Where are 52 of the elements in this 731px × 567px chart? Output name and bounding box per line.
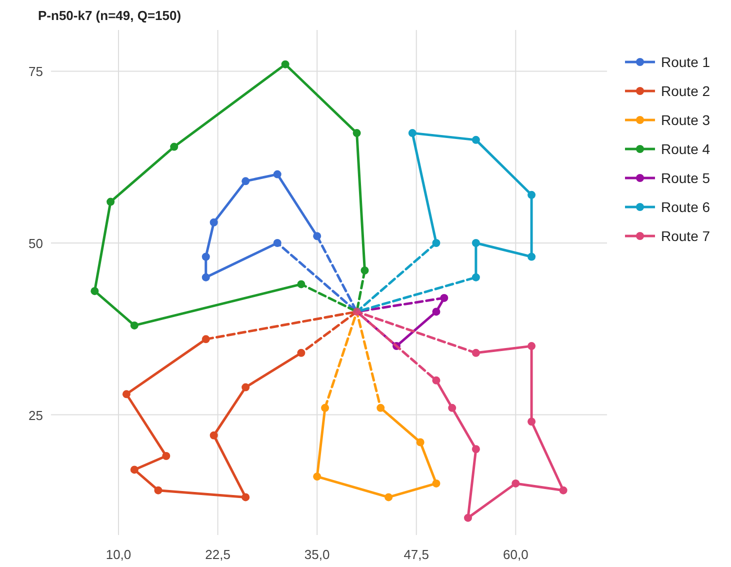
point [210,218,218,226]
legend-label: Route 1 [661,54,710,70]
point [528,342,536,350]
point [202,252,210,261]
point [242,177,250,186]
legend-label: Route 4 [661,141,710,157]
point [90,287,99,296]
x-tick-label: 60,0 [503,547,528,562]
point [448,404,456,412]
point [472,136,480,144]
y-tick-label: 75 [28,64,43,80]
point [242,383,250,392]
point [106,198,115,206]
legend-label: Route 2 [661,83,710,99]
legend-label: Route 7 [661,228,710,244]
point [130,466,138,474]
point [122,390,130,398]
point [313,472,322,481]
legend-label: Route 5 [661,170,710,186]
point [528,252,536,261]
point [528,418,536,426]
point [242,493,250,502]
point [416,438,424,446]
y-tick-label: 50 [28,236,43,251]
x-tick-label: 22,5 [205,547,230,562]
point [432,479,440,488]
legend-label: Route 3 [661,112,710,128]
x-tick-label: 47,5 [404,547,430,562]
y-tick-label: 25 [28,408,43,423]
chart-title: P-n50-k7 (n=49, Q=150) [38,8,182,23]
point [528,190,536,199]
point [408,129,416,138]
point [512,479,520,488]
point [210,431,218,440]
point [273,170,282,178]
point [559,486,568,494]
point [352,308,361,316]
point [154,486,162,494]
x-tick-label: 10,0 [106,547,132,562]
point [352,129,361,138]
point [472,445,480,454]
point [281,60,290,68]
point [202,273,210,282]
point [472,238,480,247]
x-tick-label: 35,0 [304,547,330,562]
point [130,321,138,330]
point [432,308,440,316]
point [384,493,393,502]
point [464,514,472,522]
point [170,142,178,151]
point [162,452,170,460]
legend-label: Route 6 [661,199,710,215]
